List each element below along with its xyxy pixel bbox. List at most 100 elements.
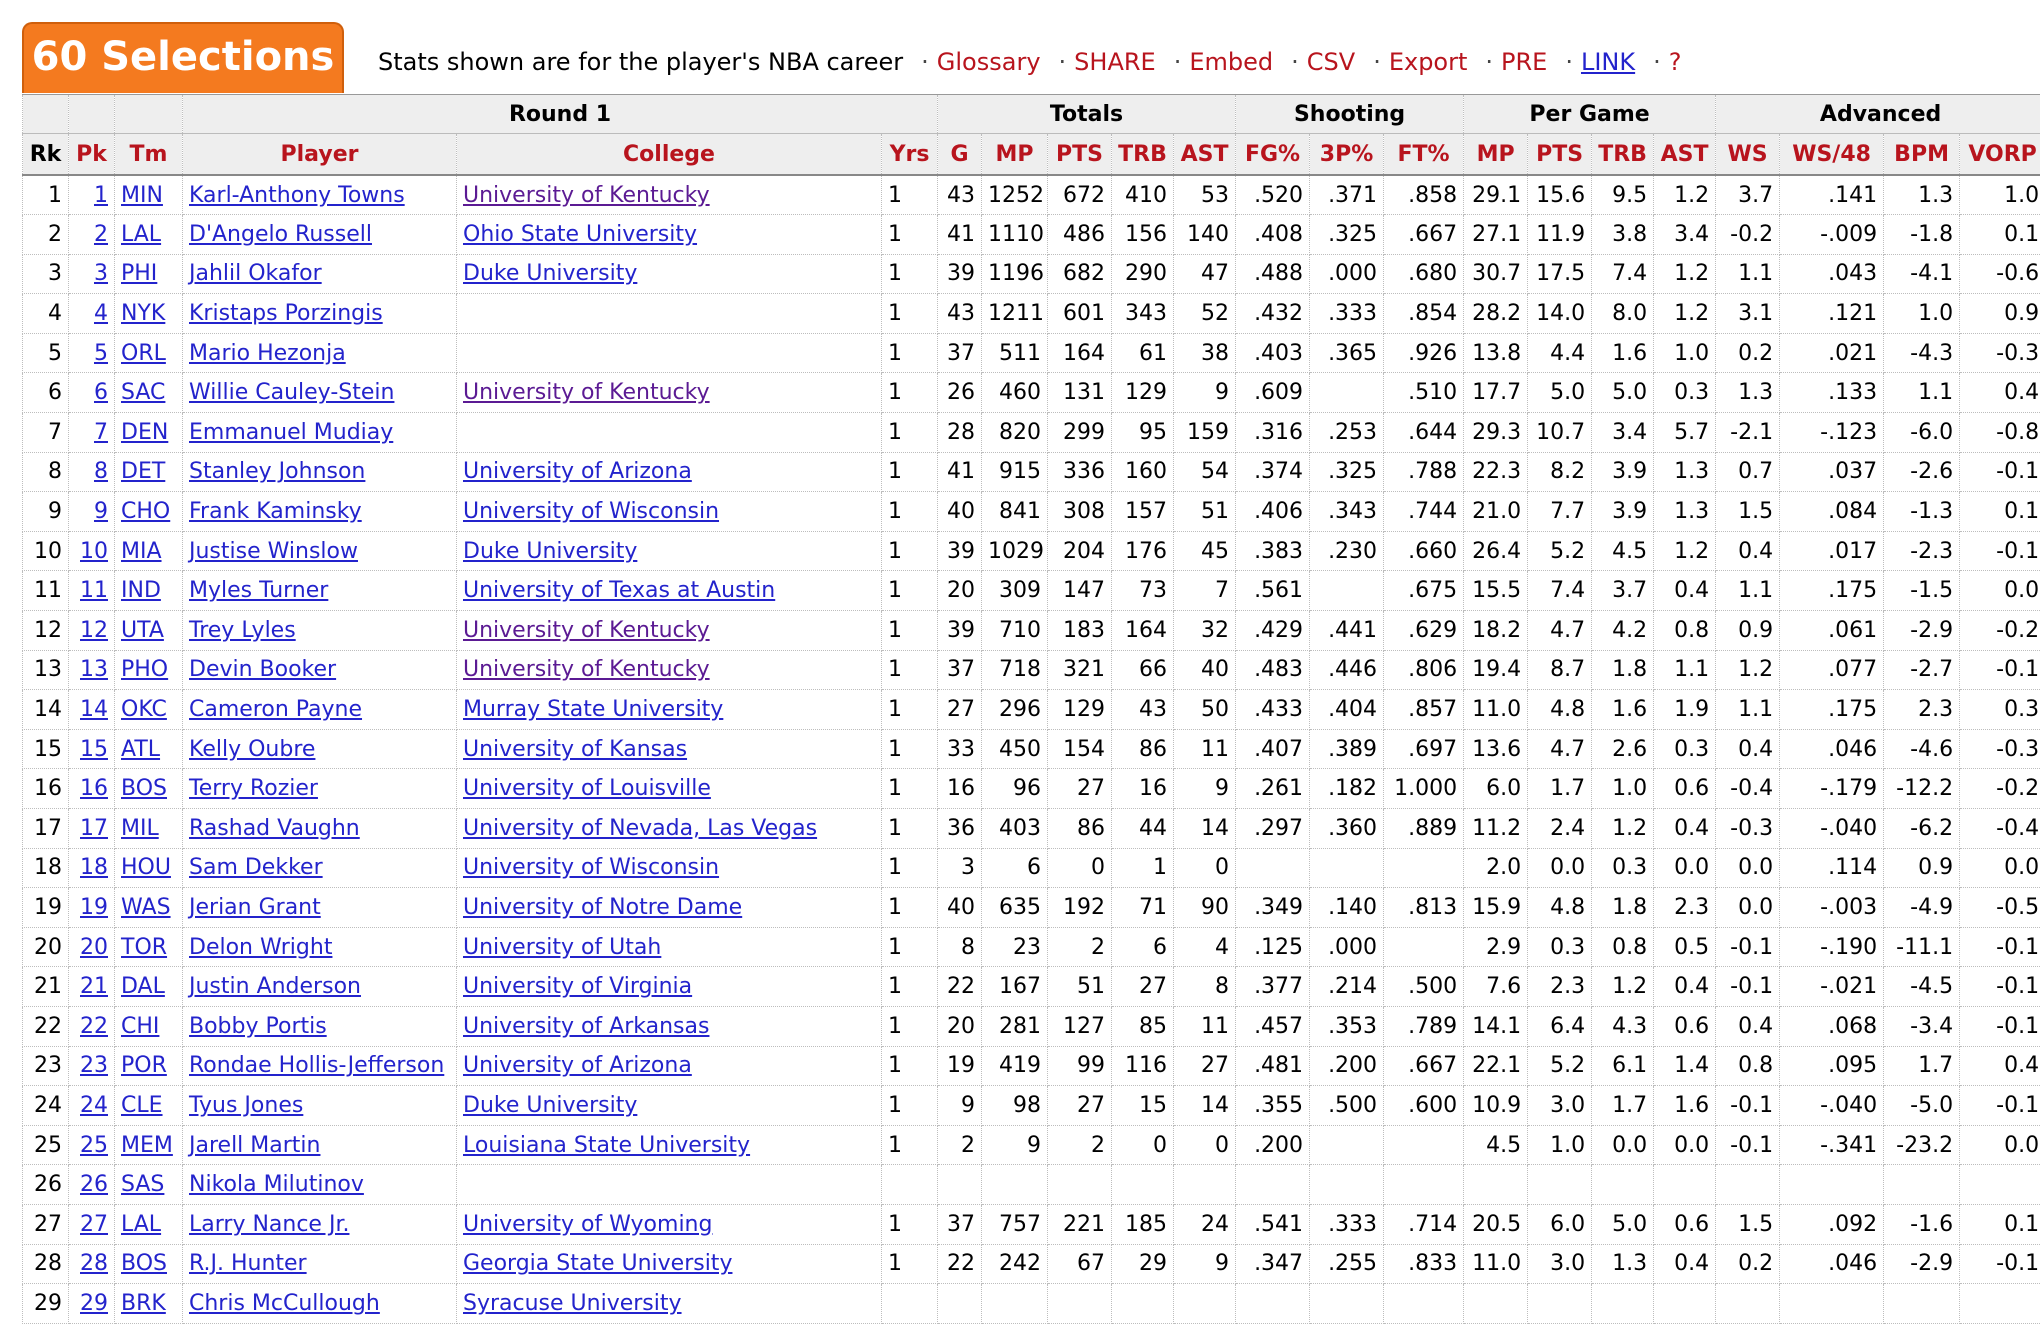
- column-header-ast[interactable]: AST: [1173, 133, 1237, 176]
- pk-link[interactable]: 15: [80, 736, 108, 762]
- tm-link[interactable]: MIN: [121, 182, 163, 208]
- column-header-fg-pct[interactable]: FG%: [1235, 133, 1311, 176]
- column-header-trb[interactable]: TRB: [1111, 133, 1175, 176]
- player-link[interactable]: Tyus Jones: [189, 1092, 304, 1118]
- tm-link[interactable]: UTA: [121, 617, 164, 643]
- player-link[interactable]: Rashad Vaughn: [189, 815, 360, 841]
- player-link[interactable]: Emmanuel Mudiay: [189, 419, 394, 445]
- glossary-link[interactable]: Glossary: [936, 48, 1041, 76]
- tm-link[interactable]: POR: [121, 1053, 167, 1079]
- pk-link[interactable]: 3: [94, 261, 108, 287]
- tm-link[interactable]: LAL: [121, 221, 162, 247]
- college-link[interactable]: University of Kentucky: [463, 380, 710, 406]
- college-link[interactable]: Louisiana State University: [463, 1132, 751, 1158]
- pre-link[interactable]: PRE: [1501, 48, 1548, 76]
- player-link[interactable]: Larry Nance Jr.: [189, 1211, 350, 1237]
- pk-link[interactable]: 24: [80, 1092, 108, 1118]
- player-link[interactable]: Myles Turner: [189, 578, 329, 604]
- column-header-mp[interactable]: MP: [981, 133, 1049, 176]
- player-link[interactable]: Willie Cauley-Stein: [189, 380, 395, 406]
- college-link[interactable]: University of Louisville: [463, 776, 711, 802]
- tm-link[interactable]: DAL: [121, 974, 165, 1000]
- column-header-pts[interactable]: PTS: [1047, 133, 1113, 176]
- pk-link[interactable]: 16: [80, 776, 108, 802]
- college-link[interactable]: University of Utah: [463, 934, 662, 960]
- column-header-vorp[interactable]: VORP: [1959, 133, 2040, 176]
- tm-link[interactable]: PHO: [121, 657, 169, 683]
- college-link[interactable]: Georgia State University: [463, 1251, 733, 1277]
- player-link[interactable]: Jerian Grant: [189, 894, 321, 920]
- pk-link[interactable]: 13: [80, 657, 108, 683]
- college-link[interactable]: University of Nevada, Las Vegas: [463, 815, 818, 841]
- player-link[interactable]: Chris McCullough: [189, 1290, 380, 1316]
- tm-link[interactable]: CLE: [121, 1092, 163, 1118]
- tm-link[interactable]: BOS: [121, 1251, 167, 1277]
- pk-link[interactable]: 19: [80, 894, 108, 920]
- embed-link[interactable]: Embed: [1189, 48, 1274, 76]
- pk-link[interactable]: 18: [80, 855, 108, 881]
- college-link[interactable]: University of Kentucky: [463, 182, 710, 208]
- college-link[interactable]: University of Kentucky: [463, 617, 710, 643]
- college-link[interactable]: Ohio State University: [463, 221, 698, 247]
- player-link[interactable]: Cameron Payne: [189, 697, 363, 723]
- player-link[interactable]: Rondae Hollis-Jefferson: [189, 1053, 445, 1079]
- player-link[interactable]: Stanley Johnson: [189, 459, 366, 485]
- college-link[interactable]: University of Wyoming: [463, 1211, 713, 1237]
- college-link[interactable]: University of Kentucky: [463, 657, 710, 683]
- player-link[interactable]: Frank Kaminsky: [189, 499, 362, 525]
- pk-link[interactable]: 23: [80, 1053, 108, 1079]
- college-link[interactable]: University of Wisconsin: [463, 855, 720, 881]
- player-link[interactable]: Jahlil Okafor: [189, 261, 322, 287]
- college-link[interactable]: Syracuse University: [463, 1290, 682, 1316]
- column-header-3p-pct[interactable]: 3P%: [1309, 133, 1385, 176]
- player-link[interactable]: Mario Hezonja: [189, 340, 346, 366]
- player-link[interactable]: Delon Wright: [189, 934, 333, 960]
- tm-link[interactable]: MEM: [121, 1132, 173, 1158]
- pk-link[interactable]: 28: [80, 1251, 108, 1277]
- tm-link[interactable]: DEN: [121, 419, 169, 445]
- column-header-yrs[interactable]: Yrs: [880, 133, 939, 176]
- pk-link[interactable]: 22: [80, 1013, 108, 1039]
- pk-link[interactable]: 6: [94, 380, 108, 406]
- pk-link[interactable]: 26: [80, 1172, 108, 1198]
- player-link[interactable]: Sam Dekker: [189, 855, 323, 881]
- tm-link[interactable]: TOR: [121, 934, 168, 960]
- pk-link[interactable]: 2: [94, 221, 108, 247]
- pk-link[interactable]: 12: [80, 617, 108, 643]
- pk-link[interactable]: 17: [80, 815, 108, 841]
- tm-link[interactable]: WAS: [121, 894, 171, 920]
- pk-link[interactable]: 11: [80, 578, 108, 604]
- tm-link[interactable]: SAS: [121, 1172, 165, 1198]
- column-header-ws[interactable]: WS: [1715, 133, 1781, 176]
- player-link[interactable]: Devin Booker: [189, 657, 337, 683]
- player-link[interactable]: Karl-Anthony Towns: [189, 182, 405, 208]
- column-header-player[interactable]: Player: [182, 133, 457, 176]
- college-link[interactable]: Murray State University: [463, 697, 724, 723]
- column-header-rk[interactable]: Rk: [22, 133, 69, 176]
- college-link[interactable]: Duke University: [463, 1092, 638, 1118]
- pk-link[interactable]: 8: [94, 459, 108, 485]
- player-link[interactable]: Kelly Oubre: [189, 736, 316, 762]
- share-link[interactable]: SHARE: [1074, 48, 1156, 76]
- export-link[interactable]: Export: [1388, 48, 1468, 76]
- tm-link[interactable]: SAC: [121, 380, 166, 406]
- column-header-ft-pct[interactable]: FT%: [1383, 133, 1465, 176]
- pk-link[interactable]: 4: [94, 301, 108, 327]
- college-link[interactable]: University of Wisconsin: [463, 499, 720, 525]
- tm-link[interactable]: LAL: [121, 1211, 162, 1237]
- pk-link[interactable]: 5: [94, 340, 108, 366]
- tm-link[interactable]: ORL: [121, 340, 166, 366]
- column-header-g[interactable]: G: [937, 133, 983, 176]
- tm-link[interactable]: HOU: [121, 855, 171, 881]
- tm-link[interactable]: MIA: [121, 538, 162, 564]
- player-link[interactable]: Bobby Portis: [189, 1013, 327, 1039]
- college-link[interactable]: University of Arizona: [463, 1053, 692, 1079]
- player-link[interactable]: Justise Winslow: [189, 538, 358, 564]
- tm-link[interactable]: MIL: [121, 815, 159, 841]
- college-link[interactable]: University of Arizona: [463, 459, 692, 485]
- column-header-bpm[interactable]: BPM: [1883, 133, 1961, 176]
- college-link[interactable]: Duke University: [463, 261, 638, 287]
- column-header-college[interactable]: College: [456, 133, 882, 176]
- pk-link[interactable]: 1: [94, 182, 108, 208]
- tm-link[interactable]: OKC: [121, 697, 167, 723]
